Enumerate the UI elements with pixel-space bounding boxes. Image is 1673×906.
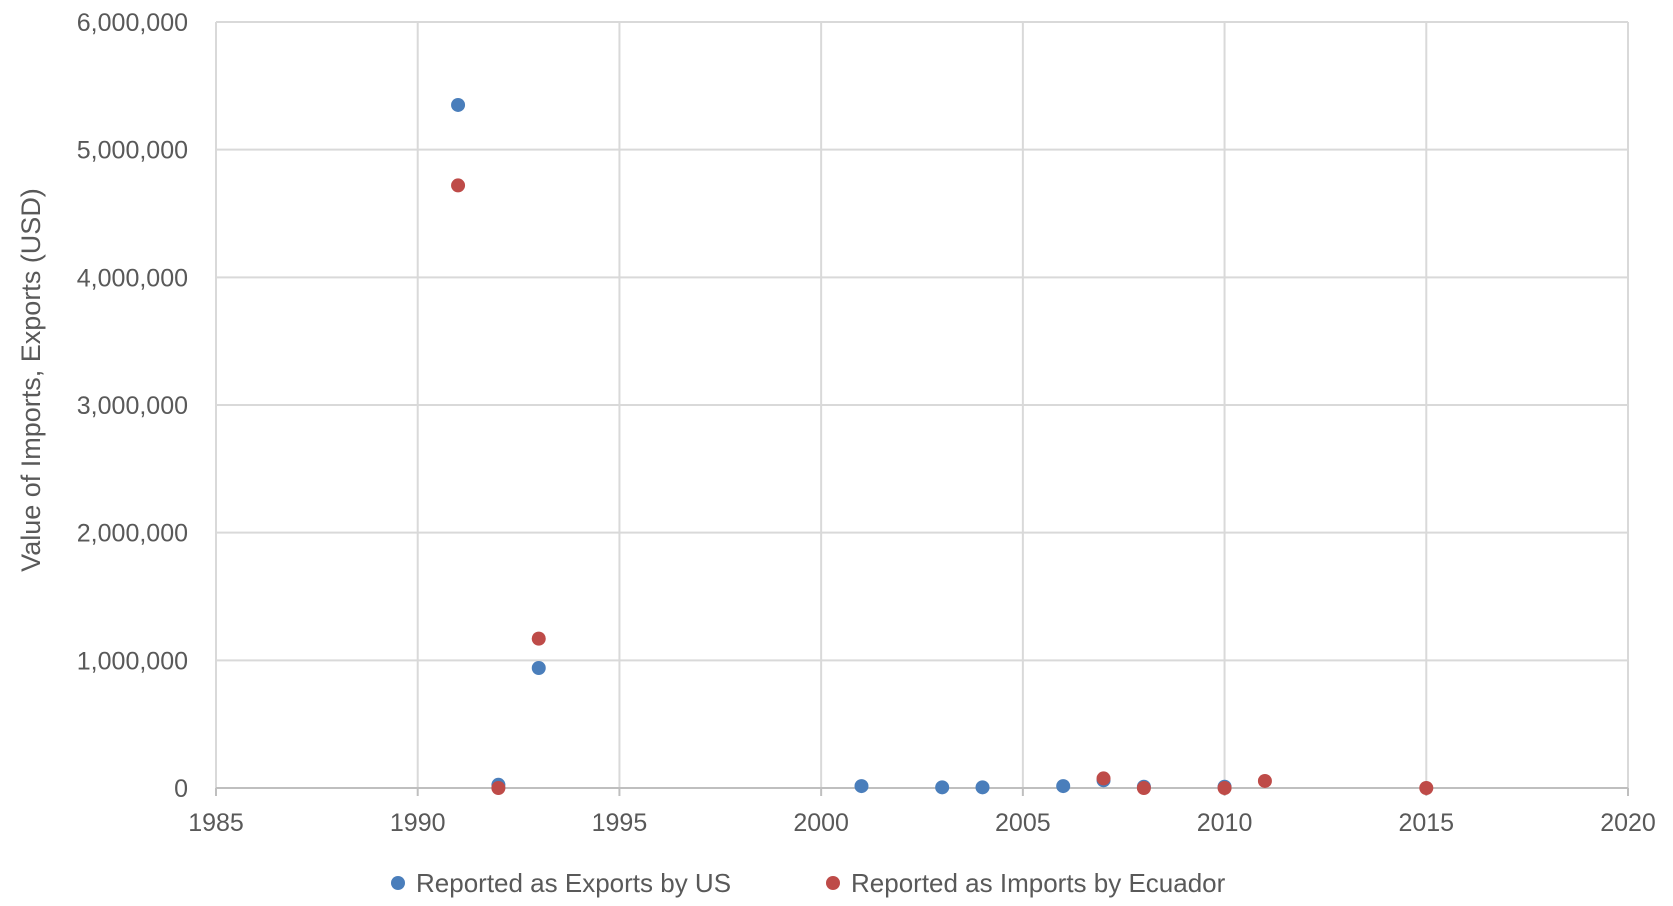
- y-tick-label: 3,000,000: [77, 392, 188, 420]
- x-tick-labels: 1985 1990 1995 2000 2005 2010 2015 2020: [188, 809, 1656, 837]
- x-tick-label: 2015: [1398, 809, 1454, 837]
- point-imports-ecuador: [1136, 781, 1151, 795]
- point-imports-ecuador: [491, 781, 506, 795]
- point-imports-ecuador: [451, 178, 466, 193]
- legend-marker: [391, 876, 405, 890]
- legend-marker: [826, 876, 840, 890]
- y-tick-label: 1,000,000: [77, 647, 188, 675]
- y-tick-label: 5,000,000: [77, 137, 188, 165]
- point-exports-us: [1056, 779, 1071, 794]
- x-tick-label: 1985: [188, 809, 244, 837]
- y-axis-title: Value of Imports, Exports (USD): [16, 188, 46, 572]
- x-tick-label: 1995: [592, 809, 648, 837]
- axes: [215, 787, 1629, 796]
- x-tick-label: 2020: [1600, 809, 1656, 837]
- x-tick-label: 2010: [1197, 809, 1253, 837]
- point-exports-us: [975, 780, 990, 795]
- point-imports-ecuador: [1257, 773, 1272, 788]
- gridlines: [215, 21, 1629, 788]
- y-tick-label: 4,000,000: [77, 264, 188, 292]
- point-exports-us: [451, 97, 466, 112]
- x-tick-label: 2005: [995, 809, 1051, 837]
- point-imports-ecuador: [531, 631, 546, 646]
- x-tick-label: 1990: [390, 809, 446, 837]
- y-tick-label: 6,000,000: [77, 9, 188, 37]
- point-imports-ecuador: [1419, 781, 1434, 795]
- y-tick-label: 2,000,000: [77, 520, 188, 548]
- data-points: [451, 97, 1434, 795]
- legend: Reported as Exports by US Reported as Imp…: [391, 868, 1226, 898]
- y-tick-labels: 0 1,000,000 2,000,000 3,000,000 4,000,000 5,0…: [77, 9, 188, 803]
- x-tick-label: 2000: [793, 809, 849, 837]
- point-imports-ecuador: [1096, 771, 1111, 786]
- point-imports-ecuador: [1217, 781, 1232, 795]
- point-exports-us: [935, 780, 950, 795]
- y-tick-label: 0: [174, 775, 188, 803]
- point-exports-us: [531, 660, 546, 675]
- legend-label: Reported as Exports by US: [416, 868, 731, 898]
- point-exports-us: [854, 779, 869, 794]
- legend-label: Reported as Imports by Ecuador: [851, 868, 1226, 898]
